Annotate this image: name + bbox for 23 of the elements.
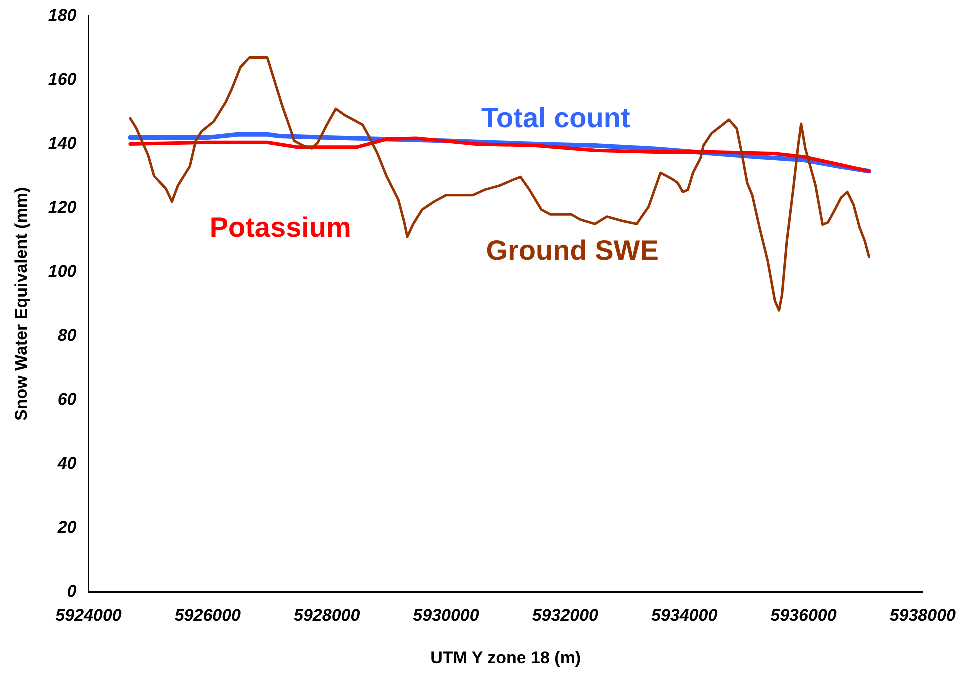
- y-tick-label: 20: [56, 518, 78, 537]
- y-tick-label: 140: [48, 134, 78, 153]
- y-tick-label: 120: [48, 198, 78, 217]
- x-tick-label: 5938000: [890, 606, 957, 626]
- y-tick-label: 40: [56, 454, 78, 473]
- y-tick-label: 160: [48, 70, 78, 89]
- y-tick-label: 100: [48, 262, 78, 281]
- y-tick-label: 0: [67, 582, 78, 601]
- y-axis-title: Snow Water Equivalent (mm): [12, 187, 31, 422]
- text: Potassium: [210, 212, 352, 244]
- y-tick-label: 60: [58, 390, 78, 409]
- y-tick-label: 180: [48, 6, 78, 25]
- x-axis-title: UTM Y zone 18 (m): [430, 648, 582, 668]
- x-tick-label: 5932000: [532, 606, 600, 626]
- x-tick-label: 5928000: [294, 606, 361, 626]
- x-tick-label: 5926000: [174, 606, 242, 626]
- x-tick-label: 5934000: [651, 606, 718, 626]
- series-label: Ground SWE: [486, 235, 659, 266]
- y-tick-label: 80: [58, 326, 78, 345]
- x-tick-label: 5930000: [413, 606, 480, 626]
- x-tick-label: 5924000: [56, 606, 122, 626]
- x-tick-label: 5936000: [770, 606, 838, 626]
- series-label: Total count: [481, 102, 630, 134]
